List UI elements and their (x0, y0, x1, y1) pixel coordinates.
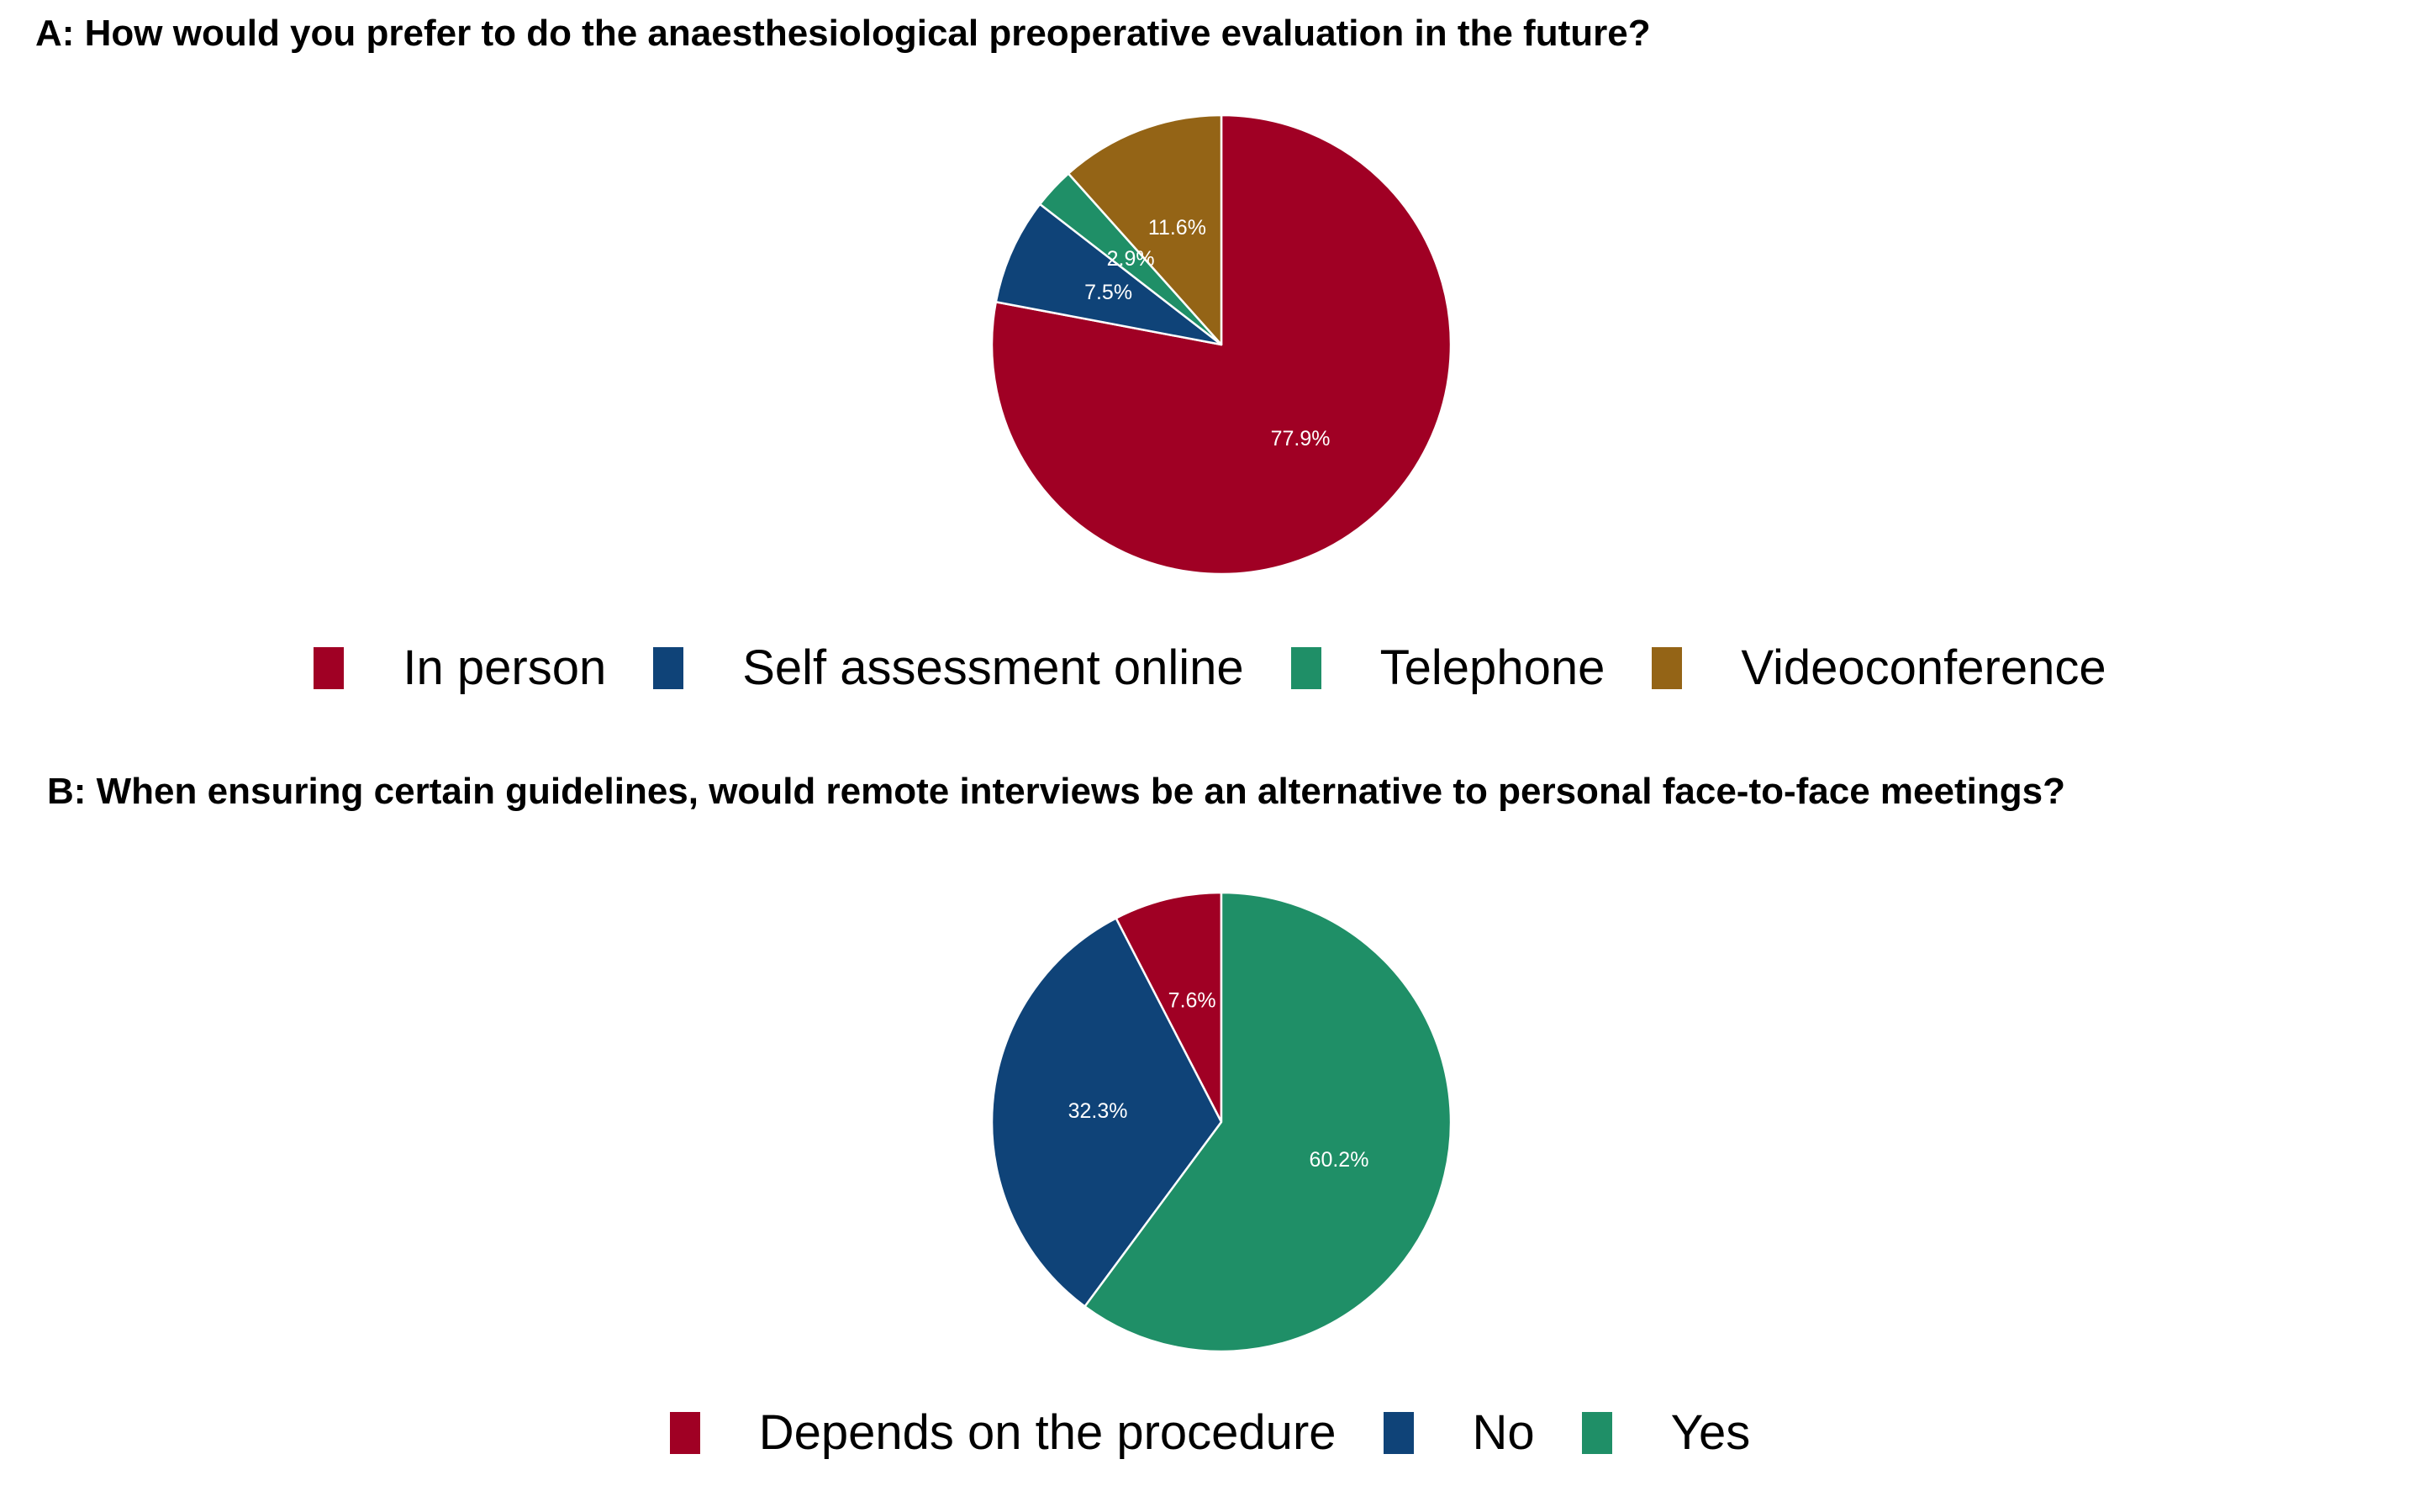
pie-slice-no (990, 917, 1223, 1308)
legend-label: No (1472, 1405, 1535, 1460)
slice-label-no: 32.3% (1068, 1099, 1128, 1123)
chart-panel-a: A: How would you prefer to do the anaest… (0, 0, 2420, 740)
legend-swatch (669, 1412, 700, 1454)
legend-swatch (653, 647, 684, 689)
slice-label-telephone: 2.9% (1107, 247, 1155, 271)
slice-label-yes: 60.2% (1310, 1148, 1369, 1172)
pie-slice-self-assessment-online (994, 203, 1223, 346)
legend-label: Self assessment online (742, 640, 1244, 695)
slice-label-depends-on-the-procedure: 7.6% (1168, 988, 1216, 1012)
chart-title: B: When ensuring certain guidelines, wou… (47, 771, 2065, 812)
legend-label: In person (403, 640, 607, 695)
pie-slice-depends-on-the-procedure (1115, 891, 1223, 1124)
slice-label-self-assessment-online: 7.5% (1084, 281, 1132, 304)
legend-swatch (1581, 1412, 1612, 1454)
legend-label: Yes (1670, 1405, 1751, 1460)
legend-item-yes: Yes (1581, 1405, 1751, 1460)
chart-panel-b: B: When ensuring certain guidelines, wou… (0, 740, 2420, 1512)
legend-item-depends-on-the-procedure: Depends on the procedure (669, 1405, 1337, 1460)
legend-swatch (314, 647, 345, 689)
legend-item-telephone: Telephone (1290, 640, 1605, 695)
legend-item-no: No (1383, 1405, 1535, 1460)
slice-label-in-person: 77.9% (1271, 427, 1331, 450)
pie-chart-a: 77.9% 7.5% 2.9% 11.6% (990, 113, 1453, 576)
legend-swatch (1290, 647, 1321, 689)
legend-b: Depends on the procedure No Yes (0, 1408, 2420, 1458)
pie-slice-videoconference (1067, 113, 1223, 346)
legend-swatch (1383, 1412, 1414, 1454)
pie-slice-yes (1083, 891, 1453, 1353)
pie-slice-in-person (990, 113, 1453, 576)
legend-label: Videoconference (1741, 640, 2106, 695)
legend-item-self-assessment-online: Self assessment online (653, 640, 1244, 695)
legend-label: Telephone (1379, 640, 1605, 695)
legend-item-videoconference: Videoconference (1652, 643, 2106, 693)
legend-a: In person Self assessment online Telepho… (0, 643, 2420, 693)
legend-swatch (1652, 647, 1683, 689)
legend-item-in-person: In person (314, 643, 606, 693)
pie-chart-b: 7.6% 32.3% 60.2% (990, 891, 1453, 1353)
slice-label-videoconference: 11.6% (1148, 216, 1206, 240)
legend-label: Depends on the procedure (758, 1405, 1337, 1460)
chart-title: A: How would you prefer to do the anaest… (35, 13, 1651, 54)
